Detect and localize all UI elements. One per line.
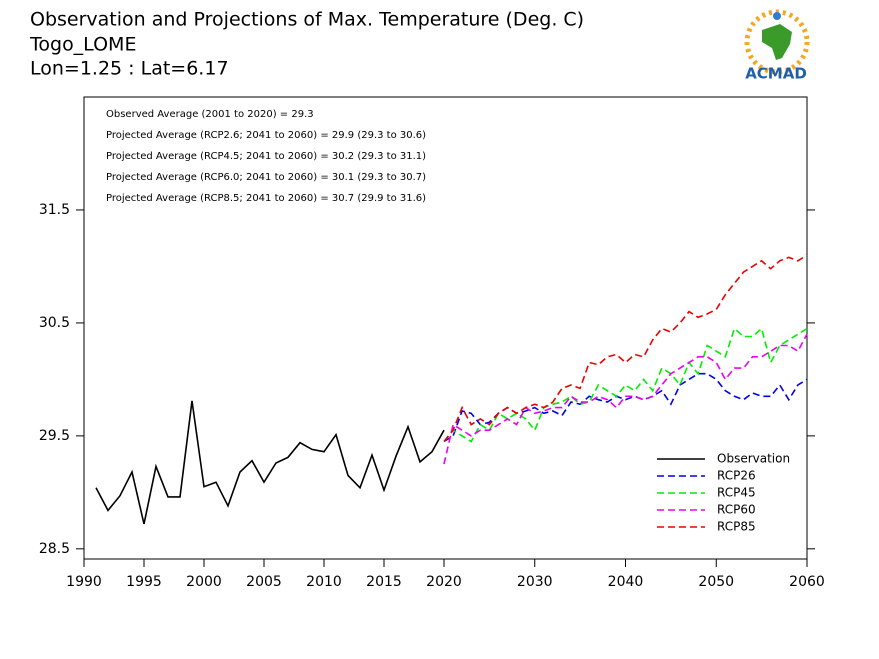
logo-map <box>762 24 792 60</box>
legend-label: RCP85 <box>717 520 756 534</box>
chart-subtitle: Lon=1.25 : Lat=6.17 <box>30 58 229 80</box>
x-tick-label: 2020 <box>426 574 462 590</box>
x-tick-label: 2010 <box>306 574 342 590</box>
legend-label: RCP45 <box>717 486 756 500</box>
y-tick-label: 30.5 <box>39 315 70 331</box>
legend-label: RCP60 <box>717 503 756 517</box>
x-tick-label: 2050 <box>698 574 734 590</box>
logo-drop <box>773 12 781 20</box>
x-tick-label: 2060 <box>789 574 825 590</box>
plot-frame <box>83 96 808 560</box>
y-tick-label: 28.5 <box>39 541 70 557</box>
annotation: Projected Average (RCP6.0; 2041 to 2060)… <box>106 172 426 183</box>
series-line <box>443 327 808 443</box>
x-tick-label: 2015 <box>366 574 402 590</box>
legend-label: RCP26 <box>717 469 756 483</box>
x-tick-label: 2040 <box>608 574 644 590</box>
annotation: Projected Average (RCP8.5; 2041 to 2060)… <box>106 193 426 204</box>
x-tick-label: 2000 <box>186 574 222 590</box>
logo-text: ACMAD <box>745 65 807 83</box>
legend-label: Observation <box>717 452 790 466</box>
annotation: Projected Average (RCP2.6; 2041 to 2060)… <box>106 130 426 141</box>
series-line <box>443 333 808 465</box>
annotation: Projected Average (RCP4.5; 2041 to 2060)… <box>106 151 426 162</box>
x-tick-label: 1990 <box>66 574 102 590</box>
y-tick-label: 29.5 <box>39 428 70 444</box>
chart-title: Observation and Projections of Max. Temp… <box>30 9 584 31</box>
annotation: Observed Average (2001 to 2020) = 29.3 <box>106 109 314 120</box>
logo: ACMAD <box>744 9 810 83</box>
x-tick-label: 1995 <box>126 574 162 590</box>
series-line <box>443 254 808 443</box>
chart-subtitle: Togo_LOME <box>29 34 136 56</box>
x-tick-label: 2030 <box>517 574 553 590</box>
series-line <box>95 400 445 525</box>
x-tick-label: 2005 <box>246 574 282 590</box>
y-tick-label: 31.5 <box>39 202 70 218</box>
